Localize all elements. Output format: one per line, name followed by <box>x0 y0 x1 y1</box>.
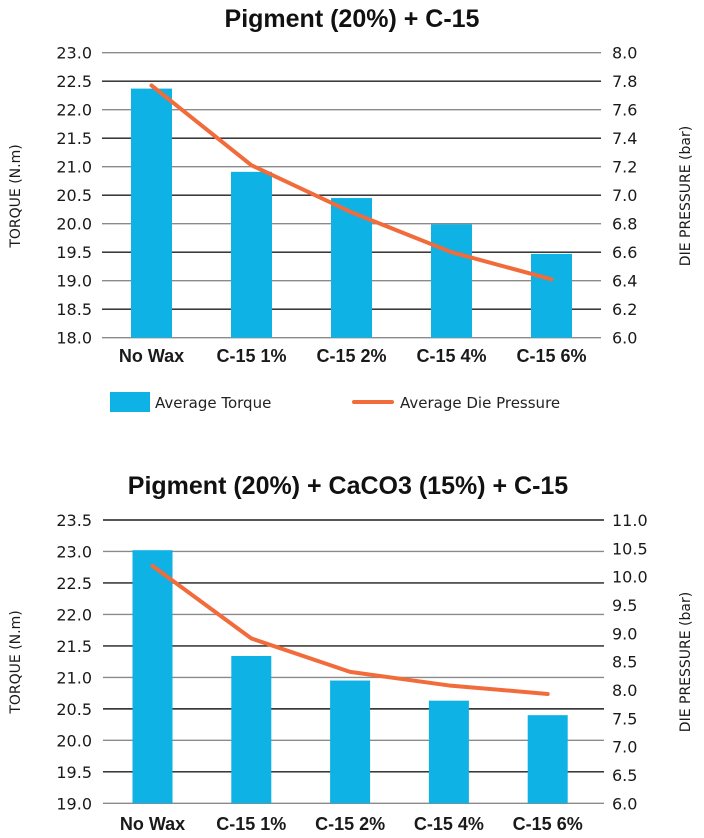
y-tick-label: 19.0 <box>56 794 92 813</box>
y-tick-label: 18.0 <box>56 329 92 348</box>
y-tick-label: 21.0 <box>56 668 92 687</box>
y2-tick-label: 8.5 <box>612 653 637 672</box>
y2-tick-label: 10.0 <box>612 568 648 587</box>
torque-bar <box>527 715 568 804</box>
torque-bar <box>428 700 469 804</box>
x-category-label: C-15 6% <box>516 346 586 366</box>
y-tick-label: 22.0 <box>56 605 92 624</box>
y2-tick-label: 8.0 <box>612 44 637 63</box>
x-category-label: No Wax <box>119 346 184 366</box>
y-tick-label: 20.5 <box>56 186 92 205</box>
y-tick-label: 20.5 <box>56 700 92 719</box>
chart-1-y2-axis-title: DIE PRESSURE (bar) <box>678 126 694 266</box>
torque-bar <box>131 88 172 338</box>
y-tick-label: 22.0 <box>56 101 92 120</box>
y2-tick-label: 7.0 <box>612 186 637 205</box>
legend-bar-label: Average Torque <box>155 394 271 412</box>
y-tick-label: 19.5 <box>56 243 92 262</box>
chart-2-plot: 19.0 19.5 20.0 20.5 21.0 21.5 22.0 22.5 23.0 23.5… <box>56 511 647 834</box>
x-category-label: C-15 1% <box>216 346 286 366</box>
y2-tick-label: 7.6 <box>612 101 637 120</box>
y2-tick-label: 6.8 <box>612 215 637 234</box>
y2-tick-label: 6.0 <box>612 329 637 348</box>
y2-tick-label: 7.5 <box>612 709 637 728</box>
y-tick-label: 23.5 <box>56 511 92 530</box>
torque-bar <box>231 171 272 338</box>
y-tick-label: 21.0 <box>56 158 92 177</box>
y2-tick-label: 9.5 <box>612 596 637 615</box>
y-tick-label: 19.5 <box>56 763 92 782</box>
chart-2-y2-axis-title: DIE PRESSURE (bar) <box>678 592 694 732</box>
y2-tick-label: 7.2 <box>612 158 637 177</box>
y-tick-label: 21.5 <box>56 637 92 656</box>
legend: Average Torque Average Die Pressure <box>110 392 560 412</box>
y-tick-label: 22.5 <box>56 574 92 593</box>
y2-tick-label: 6.0 <box>612 794 637 813</box>
x-category-label: C-15 2% <box>316 346 386 366</box>
y2-tick-label: 8.0 <box>612 681 637 700</box>
legend-bar-swatch <box>110 392 150 412</box>
legend-line-label: Average Die Pressure <box>400 394 560 412</box>
y2-tick-label: 11.0 <box>612 511 648 530</box>
torque-bar <box>531 253 572 338</box>
y-tick-label: 23.0 <box>56 542 92 561</box>
torque-bar <box>331 198 372 338</box>
y2-tick-label: 7.0 <box>612 738 637 757</box>
torque-bar <box>330 680 371 804</box>
torque-bar <box>231 655 272 804</box>
chart-2-y-axis-title: TORQUE (N.m) <box>8 610 24 714</box>
x-category-label: C-15 4% <box>414 814 484 834</box>
chart-1-plot: 18.0 18.5 19.0 19.5 20.0 20.5 21.0 21.5 22.0 22.5… <box>56 44 637 366</box>
y-tick-label: 19.0 <box>56 272 92 291</box>
x-category-label: C-15 2% <box>315 814 385 834</box>
x-category-label: C-15 4% <box>416 346 486 366</box>
y-tick-label: 23.0 <box>56 44 92 63</box>
x-category-label: C-15 1% <box>216 814 286 834</box>
chart-1-title: Pigment (20%) + C-15 <box>225 5 480 33</box>
torque-bar <box>132 550 173 804</box>
y2-tick-label: 7.8 <box>612 72 637 91</box>
y2-tick-label: 6.4 <box>612 272 637 291</box>
torque-bar <box>431 224 472 338</box>
y2-tick-label: 10.5 <box>612 539 648 558</box>
y2-tick-label: 6.6 <box>612 243 637 262</box>
chart-1-y-axis-title: TORQUE (N.m) <box>8 144 24 248</box>
chart-2-title: Pigment (20%) + CaCO3 (15%) + C-15 <box>128 472 569 500</box>
die-pressure-line <box>150 563 550 696</box>
y-tick-label: 22.5 <box>56 72 92 91</box>
y-tick-label: 18.5 <box>56 300 92 319</box>
y-tick-label: 20.0 <box>56 731 92 750</box>
y2-tick-label: 9.0 <box>612 624 637 643</box>
y2-tick-label: 6.2 <box>612 300 637 319</box>
y2-tick-label: 6.5 <box>612 766 637 785</box>
x-category-label: C-15 6% <box>513 814 583 834</box>
y-tick-label: 20.0 <box>56 215 92 234</box>
x-category-label: No Wax <box>120 814 185 834</box>
y2-tick-label: 7.4 <box>612 129 637 148</box>
y-tick-label: 21.5 <box>56 129 92 148</box>
